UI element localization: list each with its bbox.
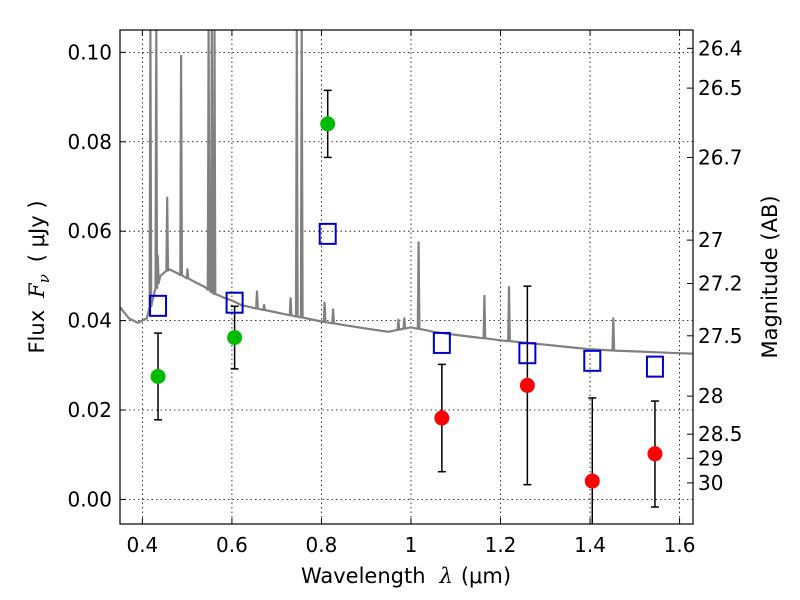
y2-axis-label: Magnitude (AB) — [758, 195, 782, 358]
y-tick-label: 0.00 — [67, 487, 112, 511]
plot-area — [120, 30, 693, 524]
data-point — [320, 116, 336, 132]
model-point-square — [583, 349, 602, 372]
spectrum-line — [120, 30, 693, 355]
y-axis-label: Flux Fν ( μJy ) — [25, 200, 53, 353]
x-tick-label: 1 — [405, 533, 418, 557]
y-axis-label-prefix: Flux — [25, 310, 49, 354]
model-point-square — [318, 222, 337, 245]
model-point-square — [645, 355, 664, 378]
x-tick-label: 0.8 — [306, 533, 338, 557]
y-axis-label-symbol: F — [25, 282, 49, 299]
model-point-square — [432, 331, 451, 354]
model-point-square — [518, 342, 537, 365]
plot-frame — [119, 29, 694, 525]
y-axis-label-unit: ( μJy ) — [25, 200, 49, 262]
y-tick-label: 0.04 — [67, 309, 112, 333]
model-point-square — [225, 291, 244, 314]
data-point — [150, 368, 166, 384]
y-tick-label: 0.06 — [67, 219, 112, 243]
axes: 0.4 0.6 0.8 1 1.2 1.4 1.6 0.00 0.02 0.04 0.06 0.08 0… — [67, 30, 743, 557]
y-tick-label: 0.10 — [67, 40, 112, 64]
y2-tick-label: 26.5 — [698, 76, 743, 100]
y2-tick-label: 26.7 — [698, 145, 743, 169]
y-tick-label: 0.08 — [67, 130, 112, 154]
data-point — [519, 377, 535, 393]
y2-tick-label: 29 — [698, 446, 723, 470]
data-point — [434, 410, 450, 426]
y2-tick-label: 26.4 — [698, 36, 743, 60]
y2-tick-label: 27 — [698, 228, 723, 252]
x-axis-label-symbol: λ — [439, 564, 453, 588]
data-point — [227, 330, 243, 346]
x-tick-label: 0.4 — [126, 533, 158, 557]
model-point-square — [149, 294, 168, 317]
x-axis-label: Wavelength λ (μm) — [301, 564, 511, 588]
x-axis-label-prefix: Wavelength — [301, 564, 426, 588]
x-tick-label: 1.4 — [574, 533, 606, 557]
y-axis-label-subscript: ν — [35, 274, 53, 283]
data-point — [584, 473, 600, 489]
y2-tick-label: 28 — [698, 384, 723, 408]
y2-tick-label: 30 — [698, 471, 723, 495]
x-tick-label: 1.2 — [485, 533, 517, 557]
x-axis-label-unit: (μm) — [461, 564, 511, 588]
y-tick-label: 0.02 — [67, 398, 112, 422]
x-tick-label: 1.6 — [664, 533, 696, 557]
y2-tick-label: 28.5 — [698, 422, 743, 446]
x-tick-label: 0.6 — [216, 533, 248, 557]
y2-tick-label: 27.2 — [698, 271, 743, 295]
y2-tick-label: 27.5 — [698, 324, 743, 348]
data-point — [647, 446, 663, 462]
